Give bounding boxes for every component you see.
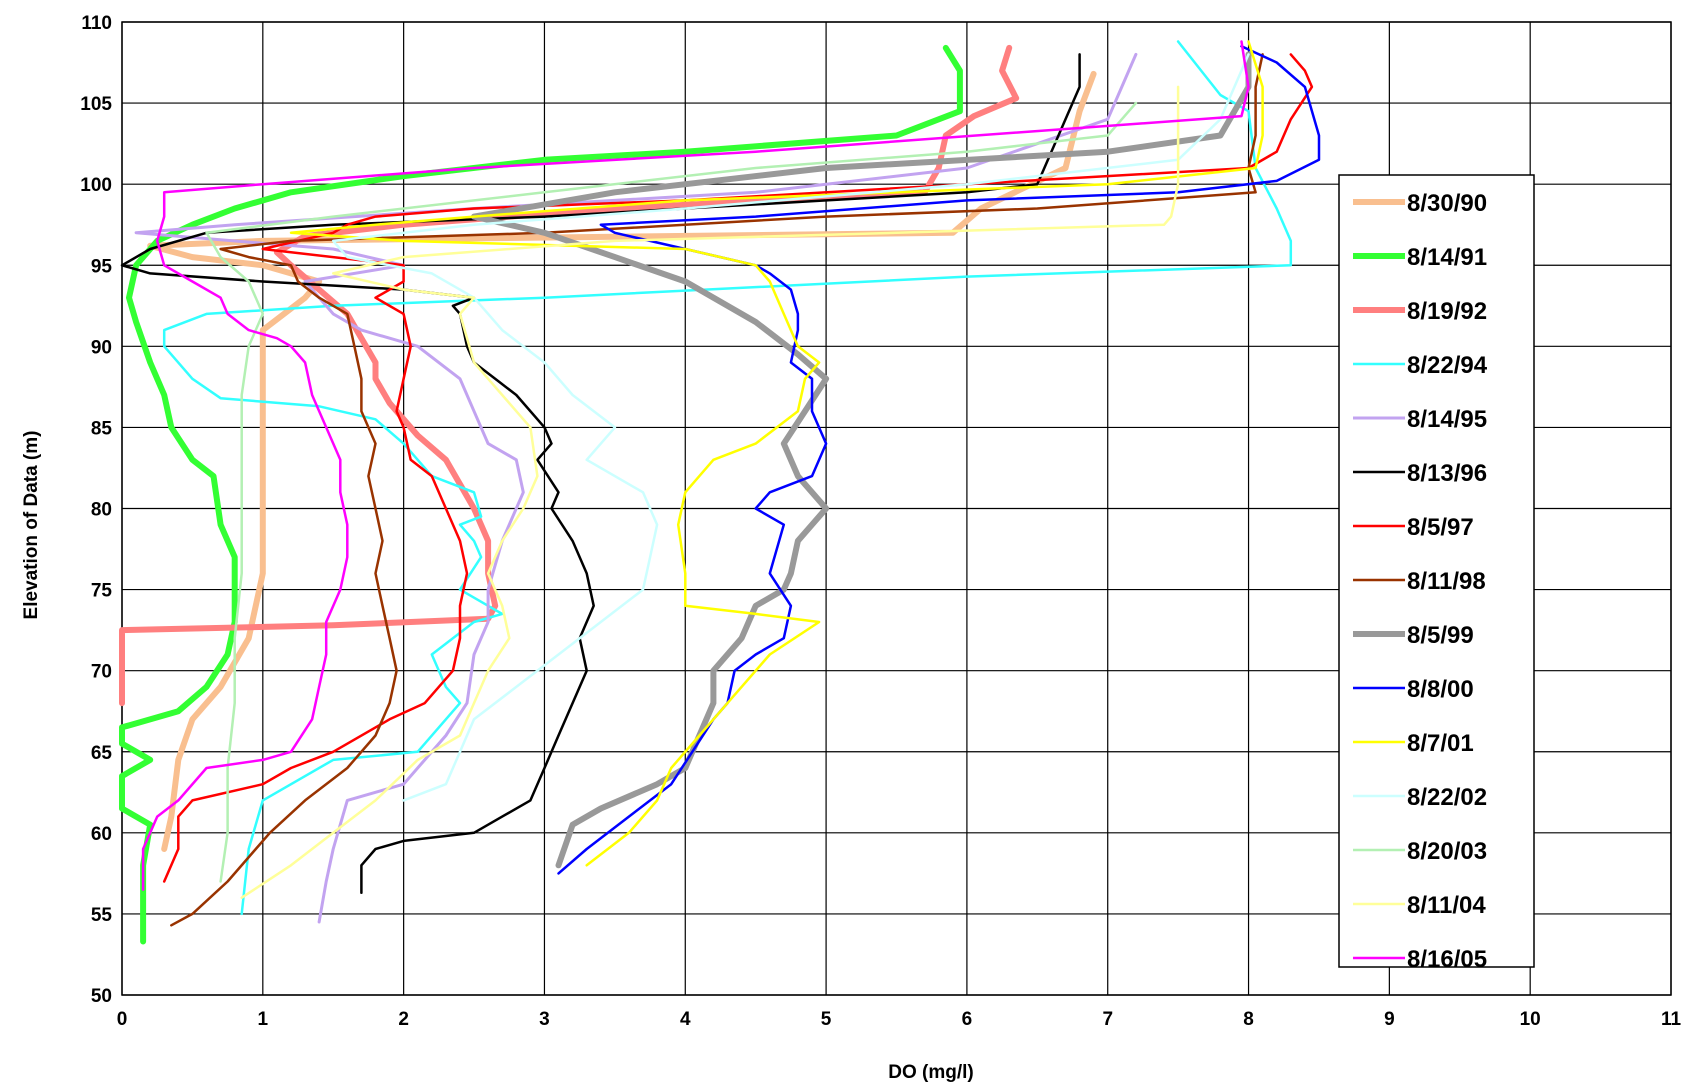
y-axis-ticks: 50 55 60 65 70 75 80 85 90 95 100 105 110 [80,13,112,1007]
x-tick-label: 0 [117,1009,128,1030]
x-tick-label: 11 [1661,1009,1682,1030]
series-line-8-5-97 [162,53,1314,883]
legend-label-8-19-92: 8/19/92 [1407,298,1487,325]
legend-label-8-11-04: 8/11/04 [1407,892,1486,919]
series-line-8-11-04 [240,85,1180,899]
x-tick-label: 5 [821,1009,832,1030]
x-axis-title: DO (mg/l) [888,1062,974,1083]
series-line-8-11-98 [170,53,1264,927]
x-tick-label: 6 [962,1009,973,1030]
series-line-8-22-02 [331,53,1250,802]
y-tick-label: 50 [91,986,112,1007]
x-tick-label: 3 [539,1009,550,1030]
legend-label-8-16-05: 8/16/05 [1407,946,1487,973]
legend-label-8-7-01: 8/7/01 [1407,730,1474,757]
series-line-8-7-01 [289,40,1264,867]
x-tick-label: 1 [258,1009,269,1030]
legend-label-8-14-95: 8/14/95 [1407,406,1487,433]
y-tick-label: 110 [81,13,112,34]
legend-label-8-14-91: 8/14/91 [1407,244,1487,271]
series-line-8-22-94 [162,40,1293,916]
y-tick-label: 55 [91,905,113,926]
legend-label-8-8-00: 8/8/00 [1407,676,1474,703]
y-tick-label: 90 [91,337,112,358]
y-tick-label: 70 [91,662,112,683]
y-tick-label: 60 [91,824,112,845]
y-tick-label: 80 [91,500,112,521]
x-tick-label: 4 [680,1009,691,1030]
series-line-8-16-05 [141,40,1250,891]
y-tick-label: 75 [91,581,113,602]
y-tick-label: 105 [80,94,112,115]
legend-label-8-22-02: 8/22/02 [1407,784,1487,811]
legend-label-8-11-98: 8/11/98 [1407,568,1486,595]
y-tick-label: 65 [91,743,113,764]
legend-label-8-5-97: 8/5/97 [1407,514,1474,541]
y-tick-label: 100 [80,175,112,196]
legend-label-8-13-96: 8/13/96 [1407,460,1487,487]
legend-label-8-22-94: 8/22/94 [1407,352,1488,379]
x-tick-label: 8 [1243,1009,1254,1030]
x-tick-label: 10 [1520,1009,1541,1030]
x-tick-label: 9 [1384,1009,1395,1030]
legend-label-8-20-03: 8/20/03 [1407,838,1487,865]
x-axis-ticks: 0 1 2 3 4 5 6 7 8 9 10 11 [117,1009,1682,1030]
y-tick-label: 85 [91,418,113,439]
legend-label-8-30-90: 8/30/90 [1407,190,1487,217]
legend: 8/30/90 8/14/91 8/19/92 8/22/94 8/14/95 8/13/… [1338,174,1535,973]
x-tick-label: 7 [1102,1009,1113,1030]
legend-label-8-5-99: 8/5/99 [1407,622,1474,649]
series-line-8-30-90 [147,70,1097,852]
y-axis-title: Elevation of Data (m) [21,431,42,620]
y-tick-label: 95 [91,256,113,277]
series-line-8-13-96 [120,53,1081,895]
series-lines [119,40,1321,945]
x-tick-label: 2 [398,1009,409,1030]
series-line-8-20-03 [205,101,1138,883]
